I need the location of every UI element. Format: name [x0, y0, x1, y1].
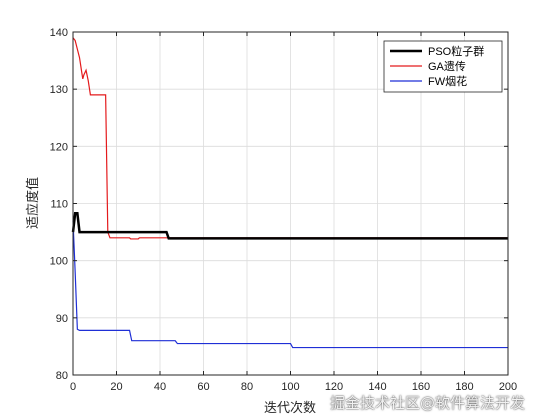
y-tick-label: 130 [50, 84, 68, 96]
x-tick-label: 100 [281, 381, 299, 393]
y-tick-label: 80 [56, 370, 68, 382]
y-tick-label: 90 [56, 313, 68, 325]
y-axis-label: 适应度值 [25, 177, 41, 229]
x-tick-label: 20 [110, 381, 122, 393]
series-line-2 [72, 220, 508, 349]
axis-ticks [72, 31, 509, 376]
legend-label: PSO粒子群 [428, 44, 484, 58]
x-tick-label: 40 [154, 381, 166, 393]
series-group [71, 37, 508, 349]
tick-labels: 0 20 40 60 80 100 120 140 160 180 200 80 90 100 110 120… [50, 27, 518, 393]
y-tick-label: 140 [50, 27, 68, 39]
legend-label: GA遗传 [428, 59, 466, 73]
series-line-0 [71, 211, 508, 240]
x-tick-label: 160 [412, 381, 430, 393]
x-tick-label: 200 [499, 381, 517, 393]
y-tick-label: 120 [50, 141, 68, 153]
x-tick-label: 140 [368, 381, 386, 393]
series-line-1 [72, 37, 508, 240]
x-tick-label: 120 [325, 381, 343, 393]
watermark-text: 掘金技术社区@软件算法开发 [330, 394, 526, 412]
y-tick-label: 110 [50, 199, 68, 211]
x-tick-label: 180 [455, 381, 473, 393]
legend-label: FW烟花 [428, 74, 467, 88]
x-tick-label: 60 [197, 381, 209, 393]
x-tick-label: 80 [241, 381, 253, 393]
y-tick-label: 100 [50, 256, 68, 268]
x-tick-label: 0 [70, 381, 76, 393]
x-axis-label: 迭代次数 [264, 400, 316, 416]
